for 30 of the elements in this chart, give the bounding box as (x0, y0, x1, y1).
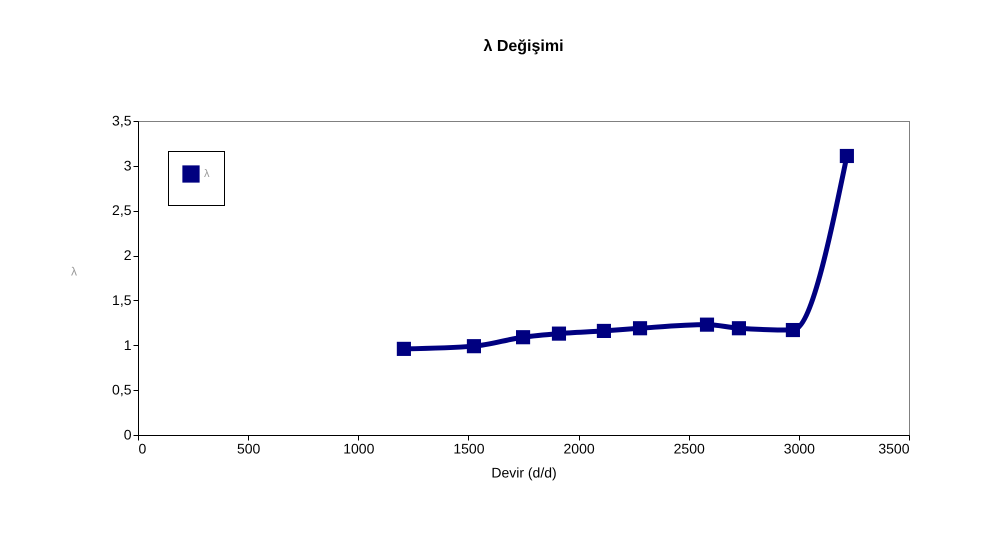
x-tick-label: 2500 (674, 440, 705, 456)
point (732, 321, 746, 336)
x-axis-title: Devir (d/d) (491, 464, 557, 480)
point (840, 148, 854, 164)
y-tick-label: 3,5 (112, 112, 132, 128)
x-tick-label: 1500 (453, 440, 485, 456)
y-tick-label: 2,5 (112, 202, 132, 218)
y-tick-label: 1 (124, 336, 132, 353)
x-tick-label: 0 (138, 440, 146, 456)
point (552, 326, 566, 341)
point (786, 322, 800, 338)
point (596, 324, 611, 338)
y-axis-title: λ (71, 264, 78, 278)
x-tick-label: 3500 (878, 440, 910, 456)
y-tick-label: 2 (124, 247, 132, 264)
point (516, 330, 530, 344)
y-tick-label: 3 (124, 157, 132, 174)
x-tick-label: 1000 (343, 440, 375, 456)
point (396, 342, 411, 356)
x-tick-label: 2000 (563, 440, 595, 456)
y-tick-label: 0,5 (112, 382, 132, 398)
point (700, 318, 714, 332)
x-tick-label: 500 (236, 440, 261, 456)
y-tick-label: 0 (124, 426, 132, 442)
point (632, 321, 648, 336)
chart-title: λ Değişimi (483, 38, 564, 55)
legend-label: λ (204, 168, 210, 180)
x-tick-label: 3000 (784, 440, 816, 456)
y-tick-label: 1,5 (112, 292, 132, 308)
point (466, 339, 482, 354)
